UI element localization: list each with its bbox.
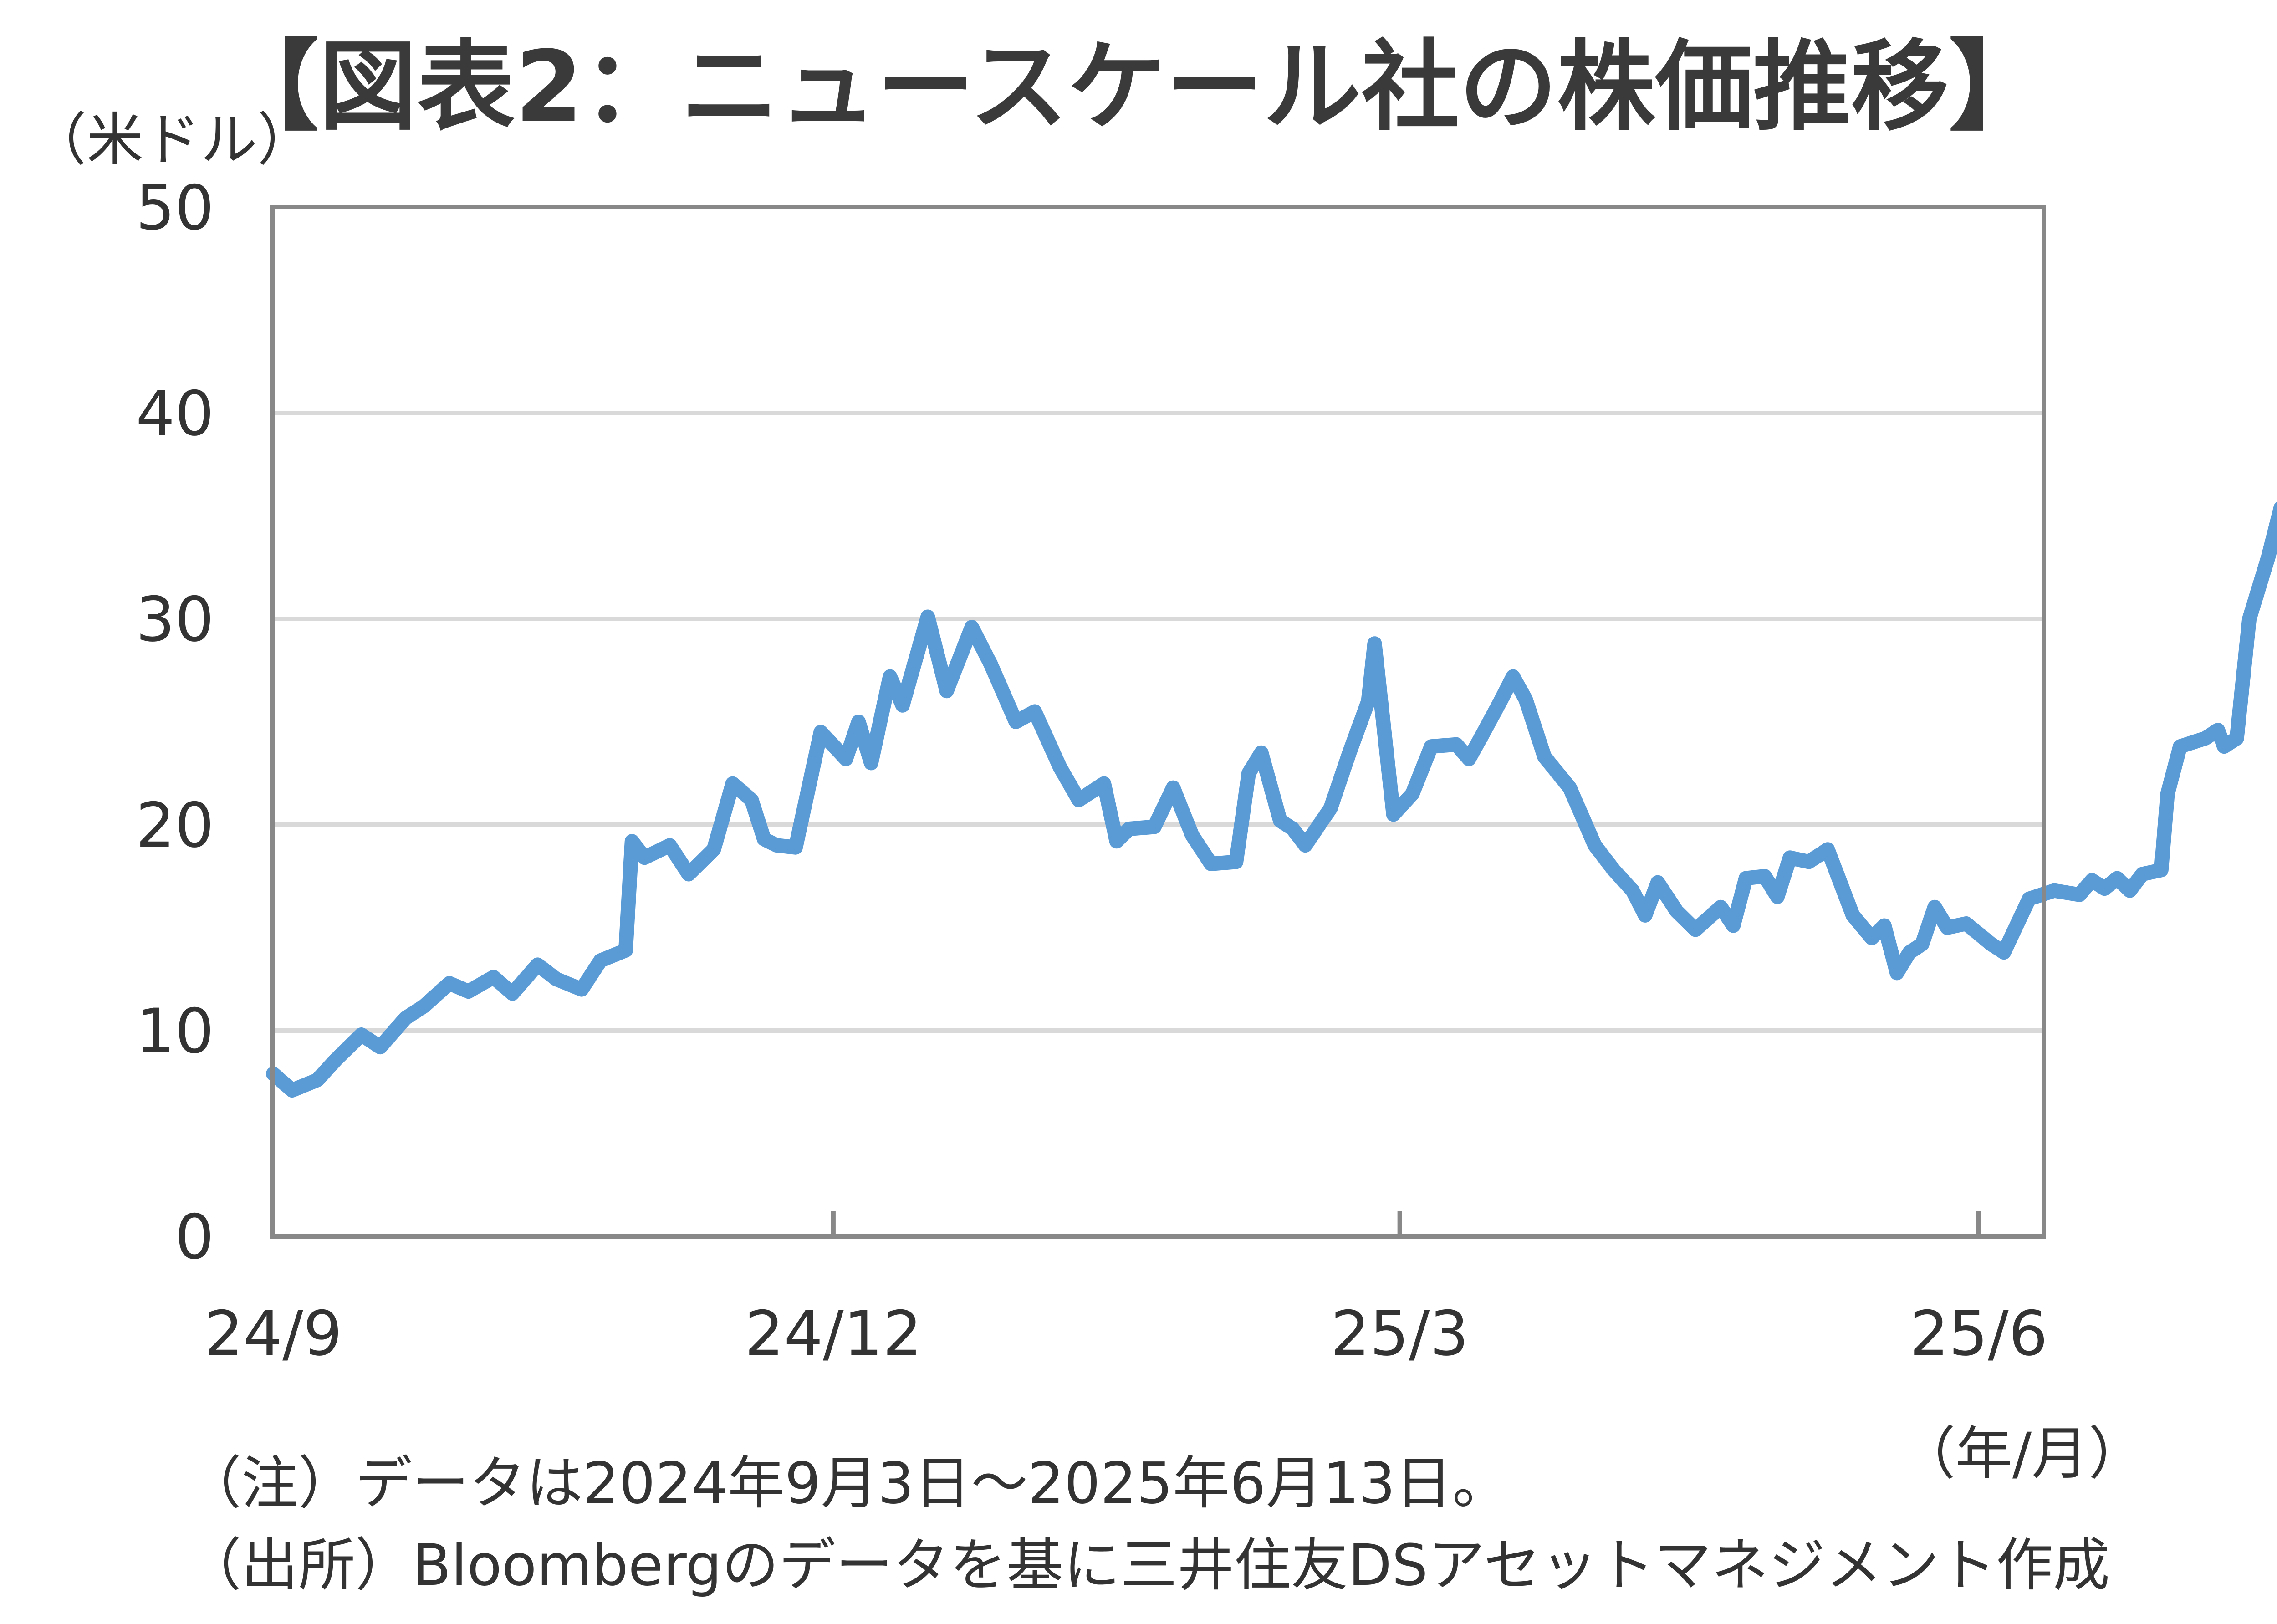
y-tick-label: 30	[136, 584, 214, 655]
x-tick-label: 24/9	[204, 1298, 342, 1369]
footnote-source: （出所）Bloombergのデータを基に三井住友DSアセットマネジメント作成	[184, 1532, 2110, 1598]
x-axis-unit-label: （年/月）	[1899, 1421, 2145, 1487]
plot-area-frame	[270, 205, 2046, 1239]
x-tick-label: 25/3	[1331, 1298, 1469, 1369]
footnote-period: （注）データは2024年9月3日～2025年6月13日。	[184, 1450, 1509, 1517]
gridlines	[272, 411, 2044, 1033]
y-axis-unit-label: （米ドル）	[30, 107, 314, 173]
chart-title: 【図表2：ニュースケール社の株価推移】	[221, 30, 2047, 144]
y-tick-label: 40	[136, 378, 214, 449]
y-tick-label: 0	[175, 1201, 214, 1273]
x-tick-label: 24/12	[745, 1298, 922, 1369]
series-line	[266, 501, 2277, 1098]
y-axis-tick-labels: 0 10 20 30 40 50	[136, 172, 214, 1273]
y-tick-label: 20	[136, 790, 214, 861]
x-tick-label: 25/6	[1909, 1298, 2047, 1369]
y-tick-label: 50	[136, 172, 214, 244]
y-tick-label: 10	[136, 996, 214, 1067]
x-axis-ticks: 24/9 24/12 25/3 25/6	[204, 1211, 2048, 1369]
